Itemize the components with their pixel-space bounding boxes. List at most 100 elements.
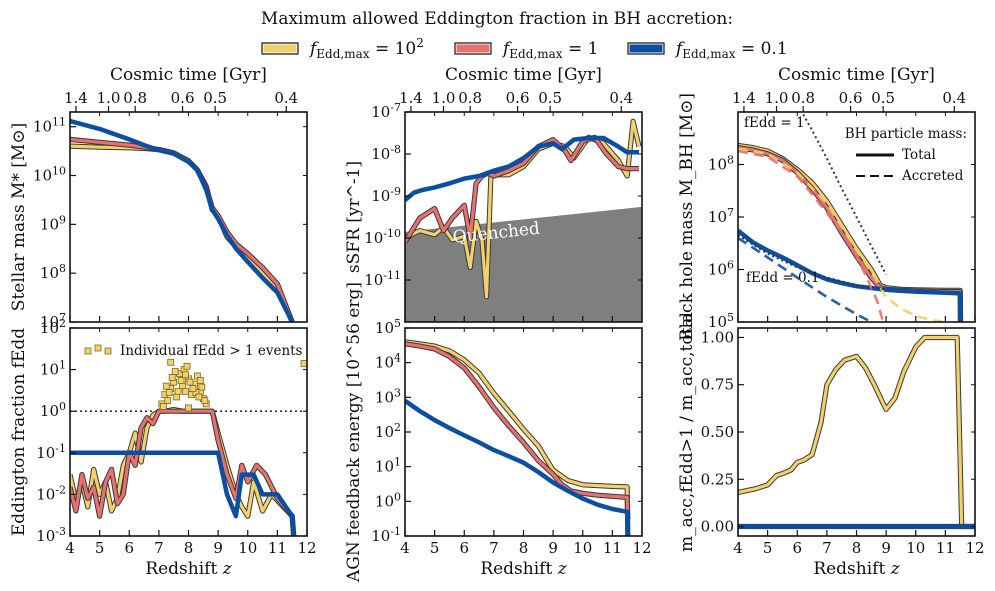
series-edd100-line — [70, 144, 294, 322]
x-tick-label: 8 — [852, 539, 862, 557]
event-marker — [300, 360, 307, 367]
plot-area — [738, 113, 964, 322]
events-legend-marker — [84, 347, 92, 355]
y-axis-label: Stellar mass M* [M⊙] — [9, 123, 29, 311]
series-edd100-line — [738, 335, 975, 529]
y-tick-label: 101 — [40, 359, 66, 379]
legend-swatch-border — [454, 42, 492, 55]
events-legend-label: Individual fEdd > 1 events — [120, 343, 303, 359]
legend-label-edd01: fEdd,max = 0.1 — [674, 39, 788, 61]
x-tick-label: 5 — [763, 539, 773, 557]
x-tick-label: 5 — [95, 539, 105, 557]
x-tick-label: 8 — [184, 539, 194, 557]
y-tick-label: 0.00 — [701, 518, 734, 536]
series-edd01-line — [738, 228, 963, 322]
event-marker — [174, 387, 182, 395]
series-edd01-dashed — [738, 236, 872, 322]
x-axis-label: Redshift z — [145, 559, 232, 579]
events-legend-marker — [104, 347, 112, 355]
x-tick-label: 4 — [65, 539, 75, 557]
event-marker — [201, 397, 209, 404]
event-marker — [195, 393, 203, 401]
y-tick-label: 10-10 — [364, 227, 401, 247]
series-edd1-outline — [70, 136, 295, 322]
y-tick-label: 109 — [40, 213, 66, 233]
axes-frame — [69, 327, 308, 537]
y-tick-label: 108 — [40, 262, 66, 282]
x-tick-label: 10 — [238, 539, 257, 557]
event-marker — [183, 362, 191, 370]
y-tick-label: 0.75 — [701, 376, 734, 394]
event-marker — [162, 382, 170, 390]
legend-swatch-edd01 — [629, 44, 663, 53]
top-tick-label: 0.8 — [458, 89, 482, 107]
event-marker — [173, 393, 181, 401]
series-edd100-dashed — [738, 147, 946, 322]
event-marker — [198, 383, 206, 391]
legend-swatch-border — [627, 42, 665, 55]
event-marker — [182, 371, 189, 379]
plot-area — [70, 358, 307, 536]
y-tick-label: 107 — [40, 311, 66, 331]
y-tick-label: 0.50 — [701, 423, 734, 441]
panel-accreted_fraction: 4 5 6 7 8 9 10 11 12 Redshift z 0.00 0.25 0.50 0.75 1.… — [677, 312, 985, 579]
x-tick-label: 8 — [519, 539, 529, 557]
series-edd01-line — [70, 450, 296, 536]
y-tick-label: 10-1 — [36, 442, 66, 462]
y-tick-label: 108 — [708, 154, 734, 174]
plot-area — [70, 118, 295, 322]
series-edd01-line — [405, 398, 631, 536]
x-tick-label: 4 — [733, 539, 743, 557]
y-tick-label: 10-1 — [371, 525, 401, 545]
y-tick-label: 10-3 — [36, 525, 66, 545]
y-tick-label: 1010 — [33, 165, 66, 185]
legend-swatch-border — [261, 42, 299, 55]
x-tick-label: 5 — [430, 539, 440, 557]
event-marker — [186, 378, 194, 386]
x-tick-label: 11 — [268, 539, 287, 557]
x-axis-label: Redshift z — [480, 559, 567, 579]
y-tick-label: 10-9 — [371, 185, 401, 205]
top-tick-label: 0.5 — [871, 89, 895, 107]
top-axis-label: Cosmic time [Gyr] — [778, 65, 935, 85]
legend-label-edd100: fEdd,max = 102 — [308, 36, 424, 61]
event-marker — [189, 385, 197, 392]
series-edd1-dashed — [738, 149, 885, 322]
y-tick-label: 10-7 — [371, 101, 401, 121]
panel-eddington_fraction: 4 5 6 7 8 9 10 11 12 Redshift z 10-3 10-2 10-1 100 101… — [9, 317, 317, 579]
top-axis-label: Cosmic time [Gyr] — [445, 65, 602, 85]
bh-legend-title: BH particle mass: — [845, 126, 967, 142]
x-tick-label: 7 — [154, 539, 164, 557]
top-tick-label: 0.8 — [123, 89, 147, 107]
x-tick-label: 11 — [603, 539, 622, 557]
y-tick-label: 106 — [708, 259, 734, 279]
event-marker — [185, 404, 192, 412]
plot-area — [405, 118, 642, 322]
event-marker — [168, 373, 176, 381]
event-marker — [159, 403, 167, 410]
x-tick-label: 10 — [573, 539, 592, 557]
series-edd01-line — [70, 118, 295, 322]
x-tick-label: 7 — [822, 539, 832, 557]
event-marker — [165, 389, 173, 396]
plot-area — [738, 334, 975, 530]
y-tick-label: 1.00 — [701, 328, 734, 346]
x-tick-label: 12 — [632, 539, 651, 557]
y-axis-label: sSFR [yr^-1] — [344, 161, 364, 273]
top-legend: fEdd,max = 102 fEdd,max = 1 fEdd,max = 0.1 — [261, 36, 788, 61]
series-edd1-line — [405, 135, 639, 243]
series-edd1-line — [70, 409, 296, 536]
top-tick-label: 1.0 — [97, 89, 121, 107]
series-edd1-line — [70, 137, 294, 322]
y-tick-label: 104 — [375, 352, 401, 372]
x-tick-label: 6 — [792, 539, 802, 557]
series-edd100-line — [405, 340, 630, 536]
annotation-fedd-1: fEdd = 1 — [744, 115, 805, 131]
legend-swatch-edd100 — [263, 44, 297, 53]
events-legend-marker — [94, 344, 102, 352]
series-edd100-outline — [738, 334, 975, 530]
x-tick-label: 11 — [936, 539, 955, 557]
top-tick-label: 0.5 — [203, 89, 227, 107]
event-marker — [164, 397, 172, 404]
